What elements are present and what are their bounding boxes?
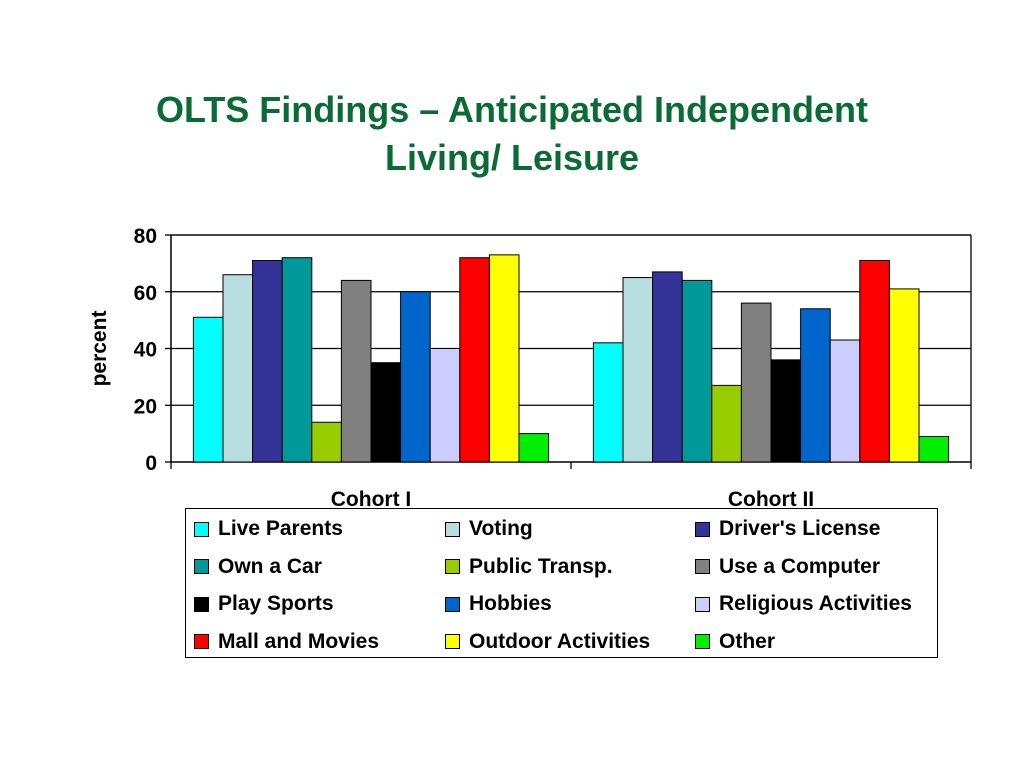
y-tick-label: 60: [134, 282, 157, 305]
x-category-label: Cohort II: [728, 488, 814, 511]
legend-label: Religious Activities: [719, 592, 912, 615]
legend-label: Own a Car: [218, 554, 322, 578]
bar-religious-activities-cohort-i: [429, 348, 461, 463]
bar-own-a-car-cohort-ii: [681, 279, 713, 463]
bar-play-sports-cohort-i: [370, 362, 402, 463]
bar-play-sports-cohort-ii: [770, 359, 802, 463]
bar-mall-and-movies-cohort-i: [459, 257, 490, 463]
chart-legend: Live Parents Voting Driver's License Own a …: [185, 508, 938, 658]
legend-item-hobbies: Hobbies: [445, 592, 552, 616]
legend-label: Voting: [469, 517, 533, 540]
legend-item-voting: Voting: [445, 517, 533, 541]
x-category-label: Cohort I: [331, 488, 411, 511]
y-tick-label: 40: [134, 339, 157, 362]
bar-live-parents-cohort-ii: [592, 342, 624, 463]
bar-outdoor-activities-cohort-i: [488, 254, 520, 463]
y-axis-label: percent: [88, 311, 111, 387]
bar-outdoor-activities-cohort-ii: [888, 288, 920, 463]
legend-label: Outdoor Activities: [469, 629, 651, 653]
legend-item-outdoor-activities: Outdoor Activities: [445, 630, 650, 654]
bar-hobbies-cohort-ii: [800, 308, 831, 463]
bar-other-cohort-ii: [918, 435, 950, 463]
legend-swatch: [445, 559, 460, 574]
legend-swatch: [194, 521, 209, 537]
legend-swatch: [695, 634, 710, 649]
legend-swatch: [695, 521, 710, 537]
y-tick-label: 20: [134, 395, 157, 418]
legend-item-live-parents: Live Parents: [194, 517, 343, 541]
legend-label: Hobbies: [469, 592, 552, 615]
legend-label: Use a Computer: [719, 554, 881, 578]
y-tick-label: 0: [145, 452, 157, 475]
legend-item-religious-activities: Religious Activities: [695, 592, 912, 616]
legend-swatch: [194, 634, 209, 649]
legend-label: Other: [719, 629, 776, 653]
legend-item-driver-s-license: Driver's License: [695, 517, 880, 541]
bar-use-a-computer-cohort-ii: [740, 302, 772, 463]
legend-label: Public Transp.: [469, 554, 613, 578]
legend-swatch: [445, 634, 460, 649]
slide-title-line-1: OLTS Findings – Anticipated Independent: [155, 89, 868, 130]
legend-item-use-a-computer: Use a Computer: [695, 555, 880, 579]
legend-item-play-sports: Play Sports: [194, 592, 334, 616]
bar-public-transp-cohort-ii: [711, 384, 742, 463]
bar-own-a-car-cohort-i: [281, 257, 313, 463]
bar-use-a-computer-cohort-i: [340, 279, 372, 463]
legend-item-own-a-car: Own a Car: [194, 555, 322, 579]
legend-label: Mall and Movies: [218, 629, 380, 653]
bar-driver-s-license-cohort-ii: [652, 271, 683, 463]
legend-swatch: [194, 596, 209, 612]
bar-voting-cohort-ii: [622, 277, 654, 463]
legend-swatch: [194, 559, 209, 574]
y-tick-label: 80: [134, 225, 157, 248]
bar-voting-cohort-i: [222, 274, 254, 463]
legend-label: Play Sports: [218, 592, 334, 615]
legend-swatch: [445, 596, 460, 612]
legend-swatch: [695, 559, 710, 574]
slide-title-line-2: Living/ Leisure: [384, 137, 640, 178]
legend-swatch: [695, 596, 710, 612]
legend-swatch: [445, 521, 460, 537]
legend-label: Live Parents: [218, 517, 343, 540]
bar-public-transp-cohort-i: [311, 421, 342, 463]
bar-hobbies-cohort-i: [400, 291, 431, 463]
legend-item-public-transp: Public Transp.: [445, 555, 613, 579]
legend-item-mall-and-movies: Mall and Movies: [194, 630, 379, 654]
bar-mall-and-movies-cohort-ii: [859, 260, 890, 463]
legend-label: Driver's License: [719, 517, 881, 540]
bar-religious-activities-cohort-ii: [829, 339, 861, 463]
bar-other-cohort-i: [518, 433, 550, 463]
bar-live-parents-cohort-i: [192, 316, 224, 463]
slide-title: OLTS Findings – Anticipated Independent …: [60, 86, 964, 182]
legend-item-other: Other: [695, 630, 775, 654]
bar-driver-s-license-cohort-i: [252, 260, 283, 463]
